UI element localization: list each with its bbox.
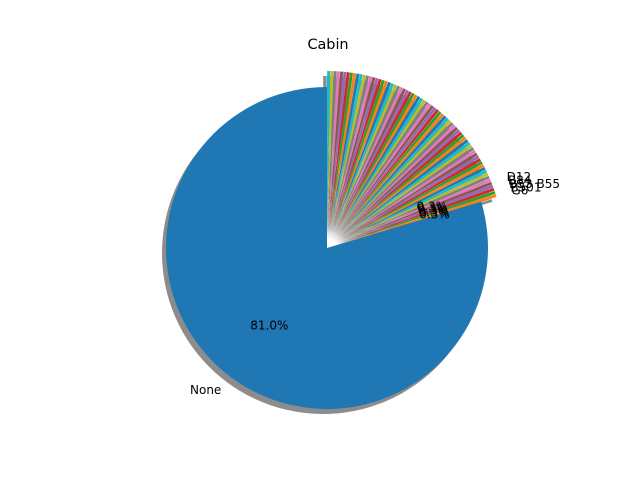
slice-label: D12 (507, 170, 532, 184)
pie-slice (342, 187, 495, 243)
pie-slice (341, 169, 488, 242)
pie-slice (331, 76, 376, 233)
pie-slice (338, 122, 454, 237)
pie-slice (329, 73, 360, 233)
pie-slice (335, 99, 426, 235)
pie-slice (334, 91, 412, 234)
pie-slice (342, 194, 497, 244)
pie-slice (339, 136, 467, 239)
pie-slice (334, 89, 409, 234)
pie-slice (341, 166, 486, 241)
pie-slice (341, 161, 483, 241)
slice-label: B84 (508, 174, 532, 188)
slice-label: B53 B55 (509, 177, 560, 191)
pie-slice (338, 129, 461, 238)
pie-slice (335, 94, 418, 235)
pie-slice (331, 77, 379, 233)
pie-slice (328, 71, 347, 233)
slice-percent-label: 81.0% (250, 319, 288, 333)
slice-percent-label: 0.3% (419, 206, 450, 220)
pie-slice (339, 134, 465, 238)
pie-slice (329, 72, 357, 233)
pie-slice (339, 139, 469, 239)
pie-slice (166, 87, 489, 409)
pie-slice (339, 131, 463, 238)
slice-label: B501 (510, 180, 541, 194)
pie-slice (330, 76, 373, 233)
pie-slice (328, 71, 344, 233)
pie-slice (337, 117, 449, 237)
pie-slice (337, 109, 439, 236)
pie-slice (341, 175, 490, 242)
pie-slice (330, 74, 366, 233)
pie-slice (336, 101, 429, 235)
slice-percent-label: 0.3% (419, 208, 450, 222)
pie-slice (338, 124, 456, 237)
pie-slice (338, 126, 458, 238)
pie-slice (334, 92, 415, 235)
pie-slice (327, 71, 334, 233)
pie-slice (340, 147, 475, 239)
slice-percent-label: 0.3% (417, 202, 448, 216)
pie-slice (341, 163, 485, 241)
pie-slice (328, 72, 350, 233)
pie-slice (332, 80, 388, 233)
pie-slice (341, 181, 493, 243)
pie-slice (335, 96, 421, 235)
pie-slice (336, 105, 434, 236)
pie-slice (337, 115, 447, 237)
pie-slice (332, 79, 385, 233)
pie-slice (333, 86, 404, 234)
pie-slice (336, 103, 432, 235)
pie-slice-layer (166, 71, 497, 409)
pie-slice (337, 113, 444, 236)
pie-slice (330, 75, 370, 233)
pie-slice (340, 158, 482, 240)
pie-slice (327, 71, 331, 233)
pie-slice (329, 72, 354, 233)
pie-slice (341, 184, 494, 243)
slice-label: G6 (511, 184, 528, 198)
pie-slice (333, 84, 398, 234)
pie-slice (334, 88, 406, 234)
pie-slice (341, 172, 489, 242)
pie-slice (338, 119, 452, 237)
pie-slice (331, 78, 382, 233)
slice-percent-label: 0.3% (417, 200, 448, 214)
pie-slice (340, 144, 473, 239)
pie-slice (337, 111, 442, 236)
pie-slice (340, 155, 480, 240)
pie-slice (340, 149, 476, 240)
pie-slice (335, 97, 424, 235)
pie-slice (333, 85, 401, 234)
pie-slice (339, 141, 471, 239)
slice-percent-label: 0.3% (418, 204, 449, 218)
pie-slice (332, 83, 395, 234)
pie-slice (340, 152, 478, 240)
pie-slice (328, 71, 340, 233)
pie-slice (336, 107, 437, 236)
pie-slice (332, 81, 391, 234)
pie-slice (327, 71, 337, 233)
chart-title: Cabin (307, 37, 348, 53)
pie-slice (330, 74, 363, 233)
pie-slice (342, 190, 496, 243)
slice-label: None (190, 383, 221, 397)
pie-slice (341, 178, 492, 242)
